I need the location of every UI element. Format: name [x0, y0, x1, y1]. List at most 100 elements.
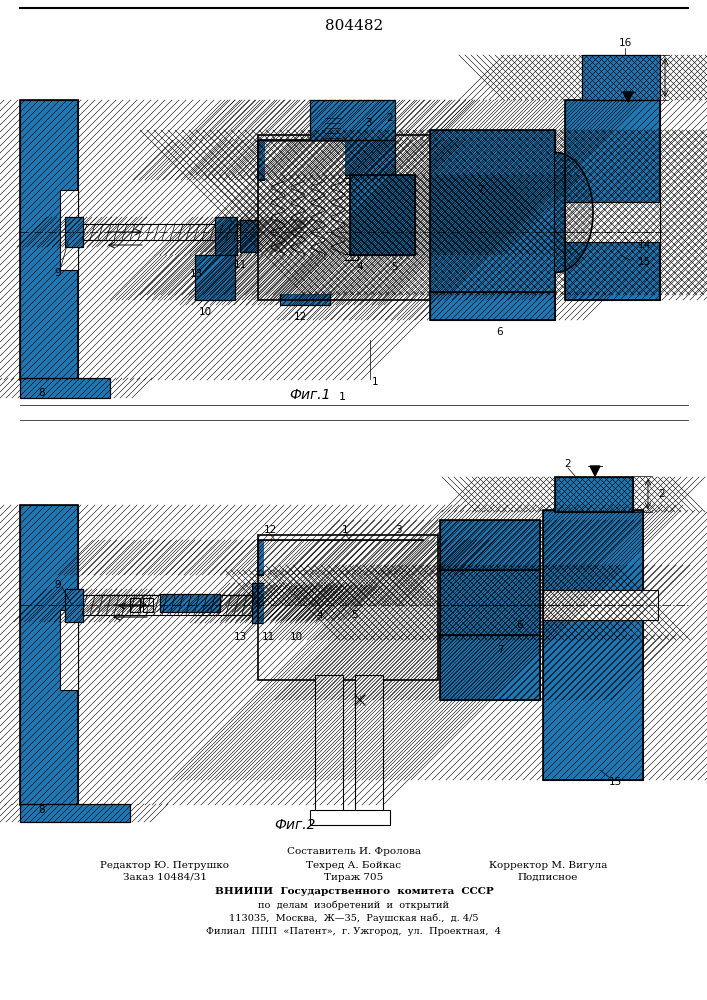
Bar	[430, 130, 555, 295]
Text: 7: 7	[497, 645, 503, 655]
Bar	[350, 175, 415, 255]
Bar	[430, 292, 555, 320]
Text: Филиал  ППП  «Патент»,  г. Ужгород,  ул.  Проектная,  4: Филиал ППП «Патент», г. Ужгород, ул. Про…	[206, 926, 501, 936]
Bar	[215, 217, 237, 255]
Bar	[252, 583, 274, 623]
Bar	[65, 217, 83, 247]
Bar	[355, 675, 383, 815]
Bar	[350, 175, 415, 255]
Bar	[258, 140, 343, 180]
Text: Техред А. Бойкас: Техред А. Бойкас	[307, 860, 402, 869]
Bar	[295, 586, 313, 620]
Bar	[565, 100, 660, 300]
Text: 12: 12	[264, 525, 276, 535]
Text: 2: 2	[658, 489, 665, 499]
Bar	[440, 520, 540, 570]
Bar	[325, 115, 340, 140]
Bar	[215, 217, 237, 255]
Bar	[565, 100, 660, 300]
Text: 9: 9	[54, 580, 62, 590]
Bar	[430, 130, 555, 295]
Bar	[310, 140, 395, 175]
Bar	[20, 505, 78, 805]
Text: 15: 15	[638, 257, 651, 267]
Bar	[440, 520, 540, 570]
Bar	[310, 100, 395, 140]
Bar	[543, 510, 643, 780]
Text: 4: 4	[317, 610, 323, 620]
Bar	[258, 540, 423, 575]
Bar	[65, 217, 83, 247]
Bar	[543, 510, 643, 780]
Bar	[275, 585, 293, 621]
Polygon shape	[590, 466, 600, 476]
Text: Редактор Ю. Петрушко: Редактор Ю. Петрушко	[100, 860, 230, 869]
Bar	[280, 255, 330, 305]
Bar	[215, 217, 237, 255]
Bar	[315, 675, 343, 815]
Bar	[252, 583, 274, 623]
Bar	[20, 378, 110, 398]
Bar	[268, 254, 358, 260]
Bar	[430, 292, 555, 320]
Polygon shape	[555, 152, 593, 272]
Bar	[20, 100, 78, 380]
Bar	[350, 175, 415, 255]
Text: 804482: 804482	[325, 19, 383, 33]
Bar	[240, 220, 258, 252]
Text: 10: 10	[289, 632, 303, 642]
Bar	[20, 378, 110, 398]
Text: Тираж 705: Тираж 705	[325, 872, 384, 882]
Text: 13: 13	[189, 269, 203, 279]
Bar	[20, 100, 78, 380]
Bar	[310, 810, 390, 825]
Bar	[275, 585, 293, 621]
Bar	[258, 535, 438, 680]
Text: 8: 8	[39, 388, 45, 398]
Bar	[430, 130, 555, 295]
Bar	[20, 505, 78, 805]
Text: Корректор М. Вигула: Корректор М. Вигула	[489, 860, 607, 869]
Bar	[582, 55, 660, 100]
Bar	[430, 130, 555, 295]
Bar	[268, 178, 358, 184]
Bar	[555, 477, 633, 512]
Text: 8: 8	[39, 805, 45, 815]
Text: Фиг.2: Фиг.2	[274, 818, 316, 832]
Bar	[555, 477, 633, 512]
Text: 1: 1	[372, 377, 378, 387]
Bar	[430, 292, 555, 320]
Text: 13: 13	[233, 632, 247, 642]
Bar	[315, 570, 370, 605]
Bar	[440, 635, 540, 700]
Bar	[195, 255, 235, 300]
Bar	[240, 220, 258, 252]
Bar	[20, 505, 78, 805]
Bar	[430, 292, 555, 320]
Bar	[315, 570, 370, 605]
Bar	[130, 598, 140, 612]
Text: 11: 11	[262, 632, 274, 642]
Bar	[440, 565, 540, 640]
Bar	[143, 598, 153, 612]
Text: 14: 14	[638, 240, 651, 250]
Bar	[20, 804, 130, 822]
Bar	[160, 594, 220, 612]
Bar	[440, 520, 540, 570]
Bar	[252, 583, 274, 623]
Text: 5: 5	[351, 610, 358, 620]
Text: 2: 2	[387, 113, 393, 123]
Bar	[440, 565, 540, 640]
Polygon shape	[555, 152, 593, 272]
Bar	[440, 520, 540, 570]
Bar	[20, 378, 110, 398]
Bar	[582, 55, 660, 100]
Text: Составитель И. Фролова: Составитель И. Фролова	[287, 848, 421, 856]
Bar	[20, 804, 130, 822]
Text: 7: 7	[477, 185, 484, 195]
Text: Заказ 10484/31: Заказ 10484/31	[123, 872, 207, 882]
Text: 15: 15	[609, 777, 621, 787]
Bar	[440, 565, 540, 640]
Bar	[20, 804, 130, 822]
Bar	[195, 255, 235, 300]
